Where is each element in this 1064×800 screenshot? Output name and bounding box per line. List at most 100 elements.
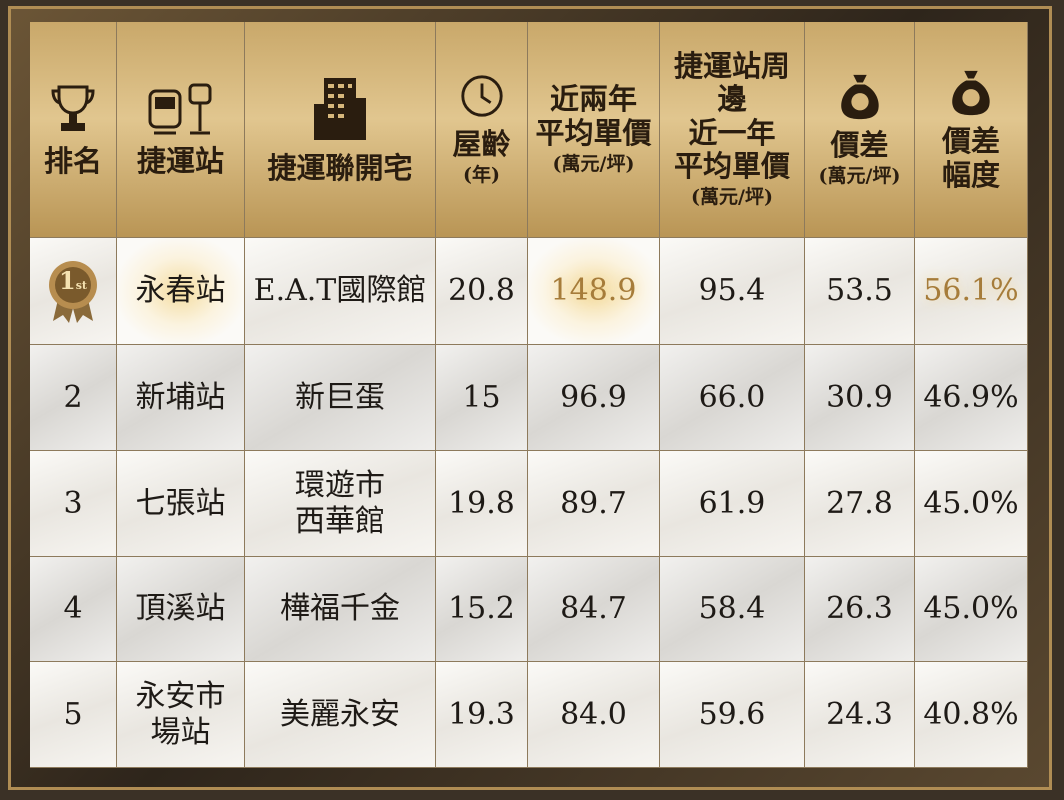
table-cell: 七張站	[117, 451, 245, 557]
table-cell: 新巨蛋	[245, 345, 436, 451]
cell-text: 19.3	[448, 696, 515, 732]
header-cell: 捷運站	[117, 22, 245, 238]
table-cell: 89.7	[528, 451, 660, 557]
badge-text: 1st	[47, 266, 99, 296]
table-cell: 61.9	[660, 451, 805, 557]
table-cell: 24.3	[805, 662, 915, 768]
table-cell: 2	[30, 345, 117, 451]
header-cell: 近兩年 平均單價 (萬元/坪)	[528, 22, 660, 238]
cell-text: 19.8	[448, 485, 515, 521]
table-cell: 19.3	[436, 662, 528, 768]
cell-text: 46.9%	[923, 379, 1019, 415]
table-cell: 15.2	[436, 557, 528, 662]
header-unit: (年)	[463, 164, 500, 187]
table-cell: 15	[436, 345, 528, 451]
table-cell: 26.3	[805, 557, 915, 662]
cell-text: 56.1%	[923, 273, 1019, 308]
cell-text: 40.8%	[923, 696, 1019, 732]
cell-text: 84.7	[560, 591, 627, 626]
header-label: 排名	[43, 143, 102, 178]
cell-text: 永春站	[135, 273, 226, 308]
header-label: 近兩年	[549, 82, 637, 117]
table-cell: 46.9%	[915, 345, 1028, 451]
cell-text: 61.9	[698, 485, 766, 521]
cell-text: 永安市	[135, 678, 226, 714]
cell-text: 89.7	[560, 485, 627, 521]
cell-text: 15.2	[448, 591, 515, 626]
table-cell: 27.8	[805, 451, 915, 557]
cell-text: 環遊市	[295, 467, 385, 503]
table-cell: 66.0	[660, 345, 805, 451]
table-cell: 84.7	[528, 557, 660, 662]
cell-text: 七張站	[135, 485, 226, 521]
table-cell: 84.0	[528, 662, 660, 768]
cell-text: E.A.T國際館	[253, 273, 427, 308]
cell-text: 148.9	[550, 273, 637, 308]
cell-text: 西華館	[295, 503, 385, 539]
cell-text: 95.4	[698, 273, 766, 308]
header-cell: 屋齡 (年)	[436, 22, 528, 238]
cell-text: 美麗永安	[280, 696, 400, 732]
cell-text: 84.0	[560, 696, 627, 732]
header-label: 捷運站周邊	[673, 48, 790, 117]
cell-text: 2	[63, 379, 83, 415]
header-label: 價差	[941, 124, 1000, 159]
header-cell: 排名	[30, 22, 117, 238]
table-cell: 30.9	[805, 345, 915, 451]
table-cell: 148.9	[528, 238, 660, 345]
cell-text: 新巨蛋	[295, 379, 385, 415]
table-cell: 20.8	[436, 238, 528, 345]
header-label: 捷運聯開宅	[267, 150, 413, 185]
cell-text: 45.0%	[923, 591, 1019, 626]
cell-text: 5	[63, 696, 83, 732]
table: 排名 捷運站 捷運聯開宅 屋齡 (年) 近兩年 平均單價 (萬元/坪) 捷運站周邊 近一年 平均單價…	[30, 22, 1028, 768]
cell-text: 3	[63, 485, 83, 521]
header-cell: 捷運站周邊 近一年 平均單價 (萬元/坪)	[660, 22, 805, 238]
header-label: 幅度	[941, 157, 1000, 192]
cell-text: 45.0%	[923, 485, 1019, 521]
header-label: 屋齡	[452, 126, 511, 161]
table-cell: 美麗永安	[245, 662, 436, 768]
table-cell: 3	[30, 451, 117, 557]
table-cell: 永安市 場站	[117, 662, 245, 768]
cell-text: 場站	[150, 714, 211, 750]
header-label: 捷運站	[136, 143, 224, 178]
header-label: 近一年	[688, 115, 776, 150]
table-cell: 1st	[30, 238, 117, 345]
cell-text: 24.3	[826, 696, 893, 732]
rank-badge: 1st	[47, 259, 99, 323]
table-cell: 永春站	[117, 238, 245, 345]
cell-text: 30.9	[826, 379, 893, 415]
table-cell: 59.6	[660, 662, 805, 768]
table-cell: 19.8	[436, 451, 528, 557]
cell-text: 27.8	[826, 485, 893, 521]
table-cell: 95.4	[660, 238, 805, 345]
badge-suffix: st	[75, 279, 87, 292]
header-unit: (萬元/坪)	[552, 152, 635, 175]
cell-text: 26.3	[826, 591, 893, 626]
header-unit: (萬元/坪)	[818, 165, 901, 188]
cell-text: 15	[462, 379, 501, 415]
cell-text: 20.8	[448, 273, 515, 308]
table-cell: 環遊市 西華館	[245, 451, 436, 557]
table-cell: 58.4	[660, 557, 805, 662]
cell-text: 58.4	[698, 591, 766, 626]
table-cell: 40.8%	[915, 662, 1028, 768]
table-cell: 樺福千金	[245, 557, 436, 662]
cell-text: 頂溪站	[135, 591, 226, 626]
cell-text: 新埔站	[135, 379, 226, 415]
cell-text: 59.6	[698, 696, 766, 732]
table-cell: 45.0%	[915, 451, 1028, 557]
header-label: 價差	[830, 127, 889, 162]
header-label: 平均單價	[535, 115, 652, 150]
badge-number: 1	[59, 266, 76, 295]
cell-text: 96.9	[560, 379, 627, 415]
table-cell: E.A.T國際館	[245, 238, 436, 345]
header-cell: 捷運聯開宅	[245, 22, 436, 238]
table-cell: 頂溪站	[117, 557, 245, 662]
header-label: 平均單價	[673, 148, 790, 183]
cell-text: 53.5	[826, 273, 893, 308]
header-unit: (萬元/坪)	[691, 186, 773, 209]
table-cell: 5	[30, 662, 117, 768]
